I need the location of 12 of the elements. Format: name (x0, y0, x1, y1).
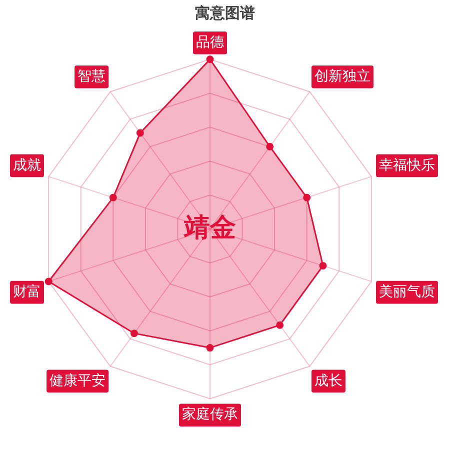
spoke-label: 成就 (13, 157, 41, 174)
spoke-label: 财富 (13, 284, 41, 300)
spoke-label: 家庭传承 (182, 406, 238, 423)
spoke-label: 成长 (314, 372, 342, 389)
chart-title: 寓意图谱 (194, 4, 256, 23)
spoke-label: 创新独立 (314, 68, 370, 84)
spoke-label: 美丽气质 (379, 284, 435, 300)
text: 靖金 (183, 212, 236, 243)
spoke-label: 品德 (196, 34, 224, 51)
spoke-label: 智慧 (78, 68, 106, 84)
spoke-label: 幸福快乐 (379, 157, 435, 174)
spoke-label: 健康平安 (50, 372, 106, 389)
